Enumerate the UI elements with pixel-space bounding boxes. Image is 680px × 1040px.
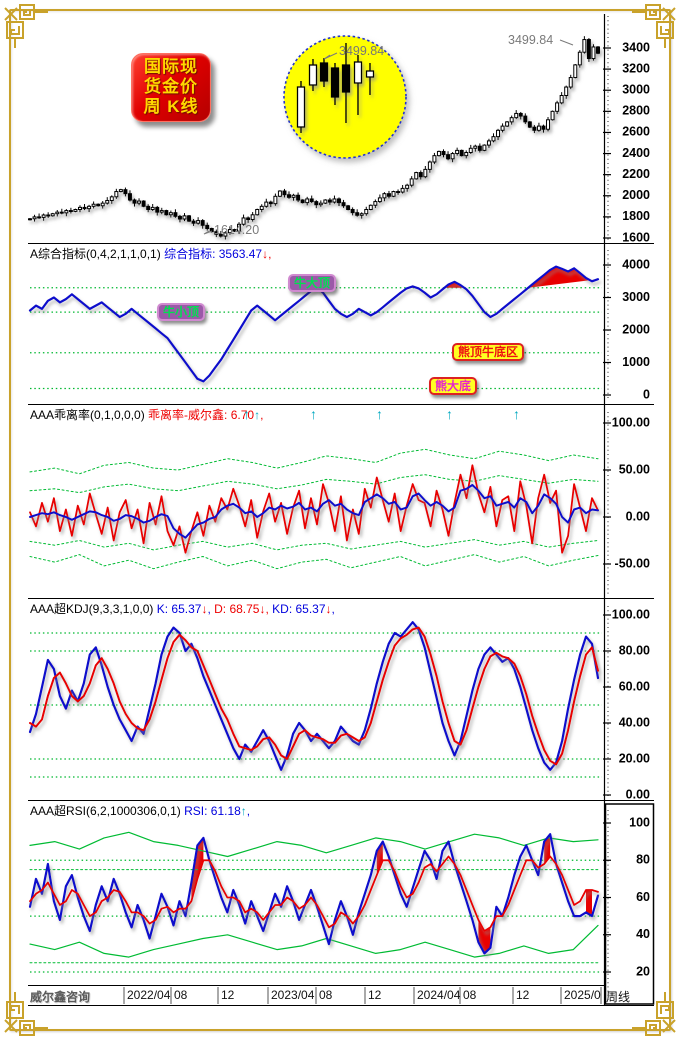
x-axis-date-label: 08 [463,988,477,1002]
svg-text:-50.00: -50.00 [615,556,650,570]
header-segment: RSI: 61.18 [184,804,241,818]
svg-text:0.00: 0.00 [626,509,650,523]
svg-text:20: 20 [636,964,650,978]
up-arrow-marker: ↑ [376,406,383,422]
header-segment: 综合指标: 3563.47 [164,247,263,261]
header-segment: AAA乖离率(0,1,0,0,0) [30,408,149,422]
low-price-label: 1614.20 [214,223,260,237]
svg-text:4000: 4000 [622,257,650,271]
period-label: 周线 [606,990,631,1004]
header-segment: 乖离率-威尔鑫: 6.70 [148,408,255,422]
header-segment: , [331,602,335,616]
x-axis-date-label: 2023/04 [271,988,315,1002]
title-line-3: 周 K线 [143,97,199,116]
svg-text:3400: 3400 [622,40,650,54]
header-segment: K: 65.37 [156,602,202,616]
header-segment: ↑ [240,804,247,818]
svg-text:20.00: 20.00 [619,751,650,765]
svg-text:100.00: 100.00 [612,415,650,429]
up-arrow-marker: ↑ [446,406,453,422]
zoom-circle-price-label: 3499.84 [339,44,385,58]
svg-text:40.00: 40.00 [619,715,650,729]
header-segment: , [207,602,215,616]
svg-text:3000: 3000 [622,83,650,97]
svg-text:2800: 2800 [622,104,650,118]
svg-text:100.00: 100.00 [612,607,650,621]
header-segment: ↓ [201,602,208,616]
panel-header-kdj: AAA超KDJ(9,3,3,1,0,0) K: 65.37↓, D: 68.75… [30,600,335,617]
svg-text:1600: 1600 [622,230,650,244]
x-axis-date-label: 2025/0 [564,988,601,1002]
annotation-badge: 牛小顶 [157,303,206,321]
svg-text:80.00: 80.00 [619,643,650,657]
svg-text:40: 40 [636,927,650,941]
frame-corner-ornament [4,992,48,1036]
svg-text:0: 0 [643,387,650,401]
x-axis-date-label: 2024/04 [417,988,461,1002]
header-segment: ↓ [259,602,266,616]
svg-text:2000: 2000 [622,322,650,336]
svg-text:0.00: 0.00 [626,787,650,801]
annotation-badge: 熊顶牛底区 [452,343,525,361]
x-axis-date-label: 12 [221,988,235,1002]
title-line-2: 货金价 [144,77,198,96]
up-arrow-marker: ↑ [310,406,317,422]
header-segment: KD: 65.37 [272,602,326,616]
svg-text:1800: 1800 [622,209,650,223]
header-segment: , [268,247,272,261]
header-segment: ↑ [254,408,261,422]
frame-corner-ornament [632,992,676,1036]
svg-text:2000: 2000 [622,188,650,202]
header-segment: A综合指标(0,4,2,1,1,0,1) [30,247,165,261]
svg-text:2400: 2400 [622,146,650,160]
svg-text:2200: 2200 [622,167,650,181]
header-segment: AAA超RSI(6,2,1000306,0,1) [30,804,185,818]
peak-price-label: 3499.84 [508,33,554,47]
header-segment: ↓ [325,602,332,616]
x-axis-date-label: 2022/04 [127,988,171,1002]
header-segment: , [260,408,264,422]
x-axis-date-label: 12 [516,988,530,1002]
svg-text:2600: 2600 [622,125,650,139]
svg-text:1000: 1000 [622,355,650,369]
svg-text:60.00: 60.00 [619,679,650,693]
x-axis-date-label: 12 [368,988,382,1002]
panel-header-bias: AAA乖离率(0,1,0,0,0) 乖离率-威尔鑫: 6.70↑, [30,406,263,423]
header-segment: , [265,602,273,616]
x-axis-date-label: 08 [319,988,333,1002]
svg-text:3000: 3000 [622,290,650,304]
up-arrow-marker: ↑ [513,406,520,422]
panel-header-rsi: AAA超RSI(6,2,1000306,0,1) RSI: 61.18↑, [30,802,250,819]
frame-corner-ornament [4,4,48,48]
up-arrow-marker: ↑ [243,406,250,422]
svg-text:60: 60 [636,890,650,904]
title-badge: 国际现 货金价 周 K线 [131,53,211,122]
header-segment: AAA超KDJ(9,3,3,1,0,0) [30,602,157,616]
svg-text:3200: 3200 [622,61,650,75]
annotation-badge: 牛大顶 [288,274,337,292]
svg-text:50.00: 50.00 [619,462,650,476]
title-line-1: 国际现 [144,57,198,76]
header-segment: , [246,804,251,818]
annotation-badge: 熊大底 [429,377,478,395]
brand-label: 威尔鑫咨询 [30,990,91,1004]
header-segment: D: 68.75 [214,602,260,616]
header-segment: ↓ [262,247,269,261]
x-axis-date-label: 08 [174,988,188,1002]
svg-text:100: 100 [629,815,650,829]
svg-text:80: 80 [636,853,650,867]
panel-header-composite: A综合指标(0,4,2,1,1,0,1) 综合指标: 3563.47↓, [30,245,271,262]
frame-corner-ornament [632,4,676,48]
